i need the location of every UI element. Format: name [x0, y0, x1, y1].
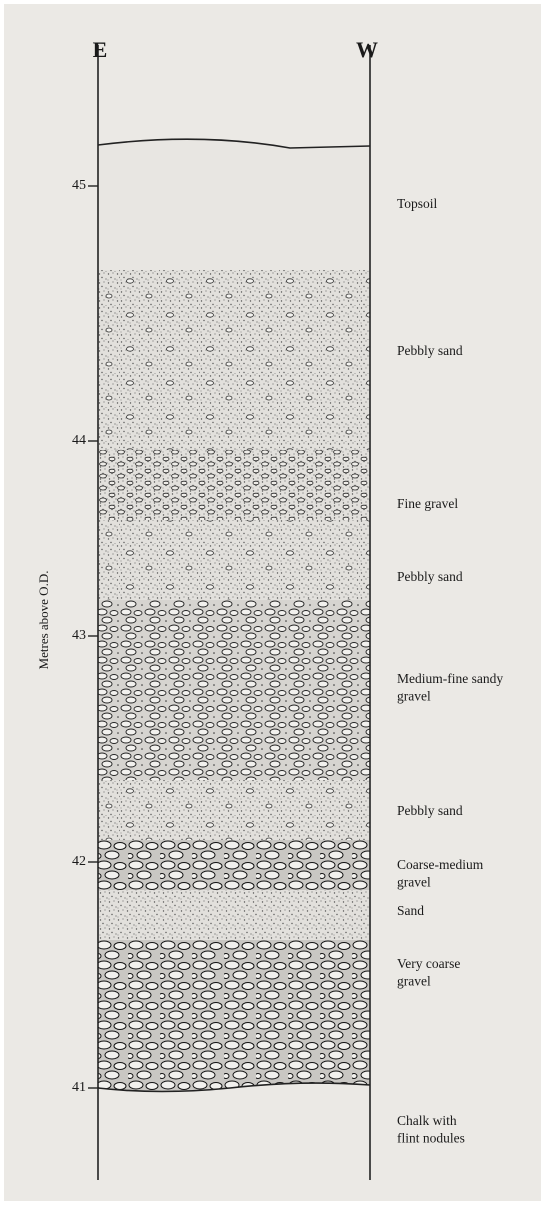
layer-label: flint nodules — [397, 1131, 465, 1146]
layer-label: Pebbly sand — [397, 803, 463, 818]
column — [97, 45, 371, 1180]
layer-label: Chalk with — [397, 1113, 457, 1128]
west-label: W — [356, 37, 378, 62]
ticks: 45 44 43 42 41 — [72, 178, 98, 1095]
layer-label: gravel — [397, 974, 431, 989]
layer-label: Medium-fine sandy — [397, 671, 503, 686]
layer-label: Very coarse — [397, 956, 460, 971]
layer-label: gravel — [397, 689, 431, 704]
tick-label: 45 — [72, 178, 86, 193]
layer-label: Coarse-medium — [397, 857, 484, 872]
axis-label: Metres above O.D. — [36, 571, 51, 670]
tick-label: 41 — [72, 1080, 86, 1095]
tick-label: 42 — [72, 854, 86, 869]
layer-label: Fine gravel — [397, 496, 458, 511]
layer-label: Sand — [397, 903, 424, 918]
tick-label: 43 — [72, 628, 86, 643]
layer-label: Pebbly sand — [397, 343, 463, 358]
layer-label: Pebbly sand — [397, 569, 463, 584]
east-label: E — [93, 37, 108, 62]
tick-label: 44 — [72, 433, 86, 448]
layer-label: gravel — [397, 875, 431, 890]
layer-labels: Topsoil Pebbly sand Fine gravel Pebbly sand… — [397, 196, 503, 1146]
layer-label: Topsoil — [397, 196, 438, 211]
